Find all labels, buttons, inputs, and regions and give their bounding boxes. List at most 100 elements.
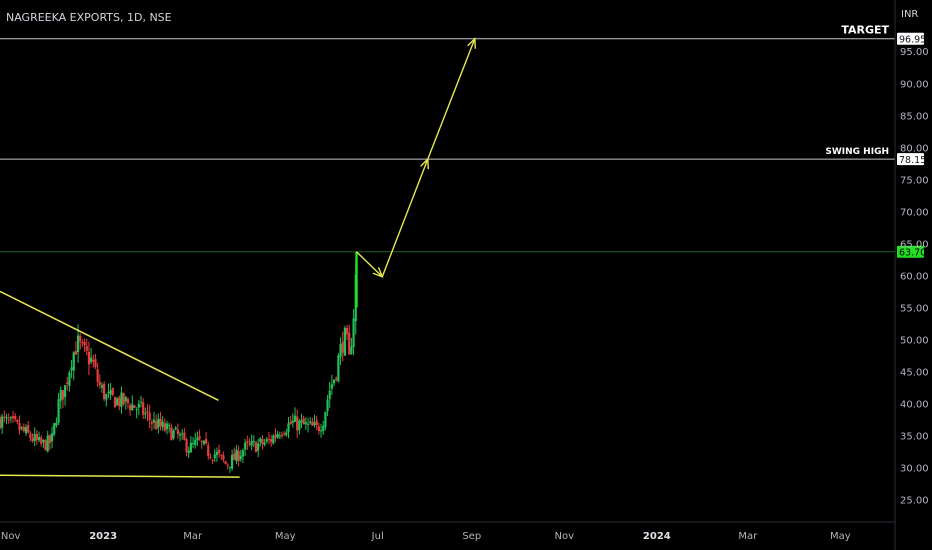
candle-body xyxy=(163,423,166,431)
price-tick-label: 70.00 xyxy=(900,207,929,218)
level-price-badge xyxy=(897,32,924,45)
candle-body xyxy=(133,405,136,408)
candle-body xyxy=(168,425,171,427)
candle-body xyxy=(345,327,349,335)
candle-body xyxy=(181,433,184,435)
price-tick-label: 90.00 xyxy=(900,79,929,90)
price-tick-label: 45.00 xyxy=(900,367,929,378)
level-name: SWING HIGH xyxy=(825,147,889,157)
candle-body xyxy=(328,390,331,399)
candle-body xyxy=(322,426,325,432)
candle-body xyxy=(59,389,62,401)
price-axis[interactable]: 25.00 30.00 35.00 40.00 45.00 50.00 55.00 60.00… xyxy=(900,47,929,506)
candle-body xyxy=(118,397,121,407)
candle-body xyxy=(272,435,275,444)
trendlines[interactable] xyxy=(0,290,240,478)
candle-body xyxy=(0,417,2,428)
candle-body xyxy=(81,342,84,344)
candle-body xyxy=(3,416,6,418)
candle-body xyxy=(228,466,232,468)
candle-body xyxy=(172,430,175,439)
candle-body xyxy=(7,419,10,421)
candle-body xyxy=(330,384,333,389)
candle-body xyxy=(335,377,338,380)
candle-body xyxy=(129,405,132,411)
candle-body xyxy=(109,390,112,395)
projection-arrows[interactable] xyxy=(355,37,476,278)
candle-body xyxy=(105,394,108,400)
candle-body xyxy=(126,399,130,404)
candle-body xyxy=(146,411,149,413)
candle-body xyxy=(142,402,145,415)
time-tick-label: 2023 xyxy=(89,531,117,542)
candle-body xyxy=(196,437,199,441)
candle-body xyxy=(18,422,21,431)
candle-body xyxy=(306,423,310,425)
time-tick-label: Nov xyxy=(1,531,21,542)
candle-body xyxy=(183,432,186,440)
candle-body xyxy=(298,420,301,431)
candle-body xyxy=(257,443,260,451)
candle-body xyxy=(111,387,114,396)
candle-body xyxy=(24,427,28,434)
candle-body xyxy=(224,461,227,464)
price-tick-label: 30.00 xyxy=(900,464,929,475)
candle-body xyxy=(35,433,38,440)
candle-body xyxy=(204,439,208,444)
candle-body xyxy=(161,421,164,428)
projection-arrowhead xyxy=(467,37,476,49)
candle-body xyxy=(92,359,95,362)
candle-body xyxy=(215,451,219,455)
candle-body xyxy=(319,430,323,432)
candle-body xyxy=(302,418,305,425)
candle-body xyxy=(274,435,277,438)
time-axis[interactable]: Nov 2023 Mar May Jul Sep Nov 2024 Mar May xyxy=(1,531,851,542)
candle-body xyxy=(40,437,43,444)
candle-body xyxy=(124,397,127,402)
currency-label: INR xyxy=(901,9,918,20)
candle-body xyxy=(1,416,4,428)
projection-segment[interactable] xyxy=(381,158,429,277)
candle-body xyxy=(339,343,342,357)
candle-body xyxy=(265,439,268,442)
candle-body xyxy=(185,439,188,452)
candle-body xyxy=(283,433,286,435)
level-name: TARGET xyxy=(841,24,889,37)
candle-body xyxy=(326,399,329,412)
last-price-badge xyxy=(897,245,924,258)
last-price-text: 63.70 xyxy=(899,248,926,259)
candle-body xyxy=(94,358,97,368)
time-tick-label: Sep xyxy=(462,531,481,542)
candle-body xyxy=(246,441,249,443)
candle-body xyxy=(309,421,312,423)
candle-body xyxy=(27,425,30,433)
support-line[interactable] xyxy=(0,474,240,478)
candle-body xyxy=(231,454,234,469)
descending-resistance-line[interactable] xyxy=(0,290,219,401)
candle-body xyxy=(22,426,25,432)
projection-segment[interactable] xyxy=(427,38,476,160)
candle-body xyxy=(74,350,78,355)
candle-body xyxy=(332,379,336,384)
candle-body xyxy=(85,346,88,351)
candle-body xyxy=(57,399,60,423)
time-tick-label: Mar xyxy=(183,531,203,542)
candle-body xyxy=(200,440,203,442)
candle-body xyxy=(248,443,251,445)
candle-body xyxy=(90,357,93,363)
chart-title: NAGREEKA EXPORTS, 1D, NSE xyxy=(6,11,172,24)
candle-body xyxy=(50,433,54,442)
price-tick-label: 95.00 xyxy=(900,47,929,58)
candle-body xyxy=(131,404,134,411)
candle-body xyxy=(317,426,320,432)
candle-body xyxy=(137,403,140,408)
projection-segment[interactable] xyxy=(355,251,383,278)
candle-body xyxy=(337,355,340,382)
candle-body xyxy=(83,342,86,346)
candle-body xyxy=(250,440,253,446)
candle-body xyxy=(315,420,318,426)
candle-body xyxy=(194,439,197,445)
time-tick-label: Mar xyxy=(738,531,758,542)
